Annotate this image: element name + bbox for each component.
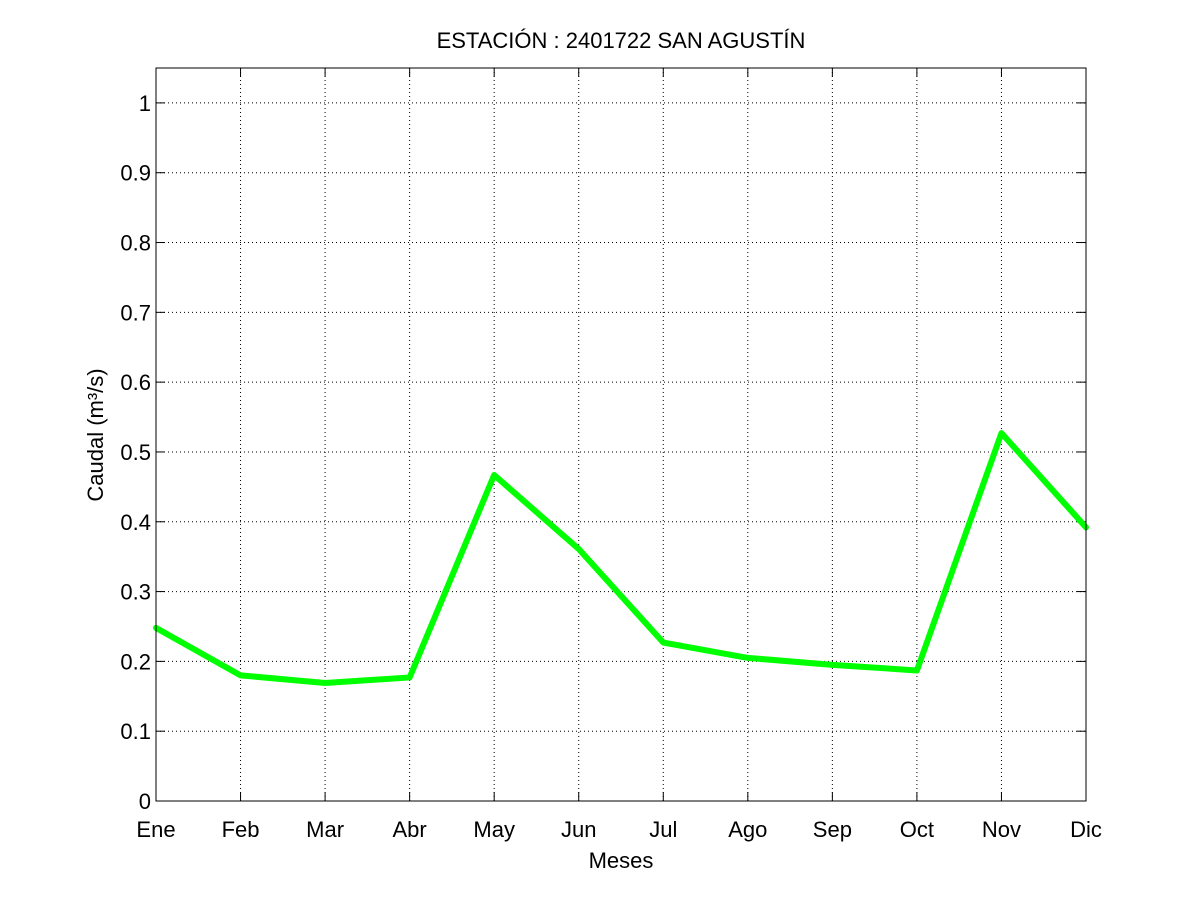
y-tick-label: 0.5 (120, 440, 151, 465)
y-tick-label: 0.3 (120, 580, 151, 605)
data-point (916, 669, 918, 671)
x-tick-label: Oct (900, 817, 934, 842)
y-tick-label: 0.4 (120, 510, 151, 535)
x-tick-label: May (473, 817, 515, 842)
y-tick-label: 0.8 (120, 231, 151, 256)
y-tick-label: 0.2 (120, 649, 151, 674)
data-point (747, 657, 749, 659)
y-axis-label: Caudal (m³/s) (83, 368, 108, 501)
y-tick-label: 0.6 (120, 370, 151, 395)
data-point (1000, 432, 1002, 434)
data-point (662, 642, 664, 644)
x-tick-label: Abr (393, 817, 427, 842)
y-tick-label: 1 (139, 91, 151, 116)
series-group (153, 430, 1089, 687)
x-axis-label: Meses (589, 848, 654, 873)
chart-title: ESTACIÓN : 2401722 SAN AGUSTÍN (437, 28, 806, 53)
series-line (153, 430, 1089, 687)
x-tick-labels: Ene Feb Mar Abr May Jun Jul Ago Sep Oct Nov Dic (136, 817, 1101, 842)
y-tick-label: 0.9 (120, 161, 151, 186)
x-tick-label: Ago (728, 817, 767, 842)
data-point (493, 474, 495, 476)
x-tick-label: Feb (222, 817, 260, 842)
x-tick-label: Dic (1070, 817, 1102, 842)
x-tick-label: Nov (982, 817, 1021, 842)
y-tick-label: 0.1 (120, 719, 151, 744)
x-tick-label: Ene (136, 817, 175, 842)
data-point (324, 682, 326, 684)
x-tick-label: Sep (813, 817, 852, 842)
data-point (240, 674, 242, 676)
data-point (578, 548, 580, 550)
y-tick-label: 0 (139, 789, 151, 814)
grid (156, 68, 1086, 801)
axis-ticks (155, 68, 1087, 802)
data-point (831, 664, 833, 666)
x-tick-label: Mar (306, 817, 344, 842)
y-tick-labels: 0 0.1 0.2 0.3 0.4 0.5 0.6 0.7 0.8 0.9 1 (120, 91, 151, 814)
data-point (409, 676, 411, 678)
plot-frame (155, 67, 1087, 802)
x-tick-label: Jun (561, 817, 596, 842)
y-tick-label: 0.7 (120, 300, 151, 325)
x-tick-label: Jul (649, 817, 677, 842)
